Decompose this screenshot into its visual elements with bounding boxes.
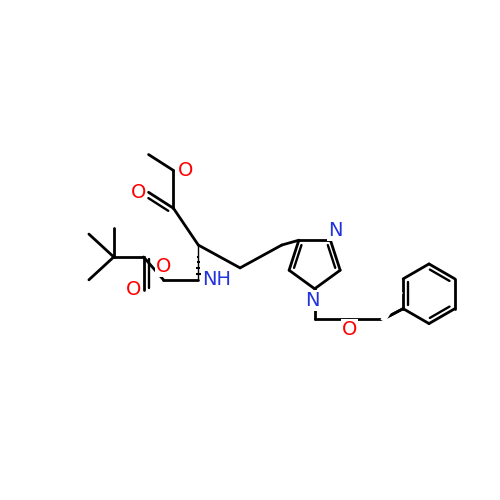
Text: N: N xyxy=(328,221,342,240)
Text: N: N xyxy=(306,291,320,310)
Text: O: O xyxy=(131,183,146,202)
Text: O: O xyxy=(342,320,357,339)
Text: O: O xyxy=(178,161,193,180)
Text: O: O xyxy=(156,258,171,276)
Text: NH: NH xyxy=(202,270,230,289)
Text: O: O xyxy=(126,280,142,299)
